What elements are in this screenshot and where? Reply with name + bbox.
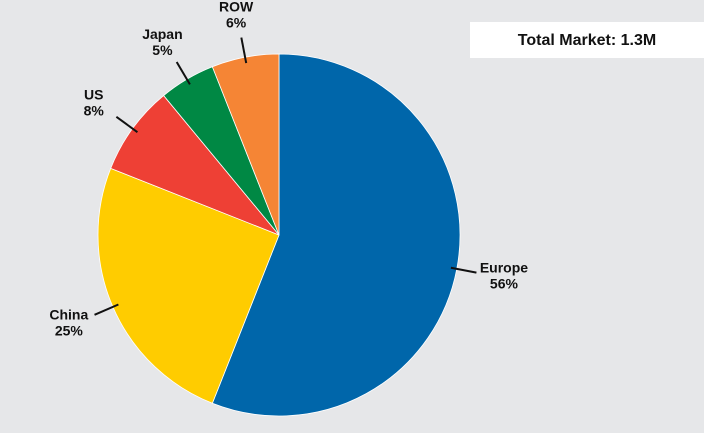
slice-label: Japan — [142, 26, 182, 42]
leader-line — [450, 266, 477, 274]
slice-label: Europe — [480, 259, 528, 275]
slice-label: China — [49, 306, 88, 322]
slice-label: ROW — [219, 0, 254, 15]
leader-line — [94, 303, 119, 316]
slice-value-label: 56% — [490, 275, 519, 291]
slice-value-label: 5% — [152, 42, 173, 58]
slice-value-label: 8% — [84, 103, 105, 119]
slice-label: US — [84, 87, 103, 103]
slice-value-label: 6% — [226, 15, 247, 31]
annotation-box — [470, 22, 704, 58]
leader-line — [240, 37, 248, 64]
annotation: Total Market: 1.3M — [518, 32, 656, 49]
slice-value-label: 25% — [55, 322, 84, 338]
leader-line — [115, 116, 139, 133]
leader-line — [175, 61, 191, 85]
